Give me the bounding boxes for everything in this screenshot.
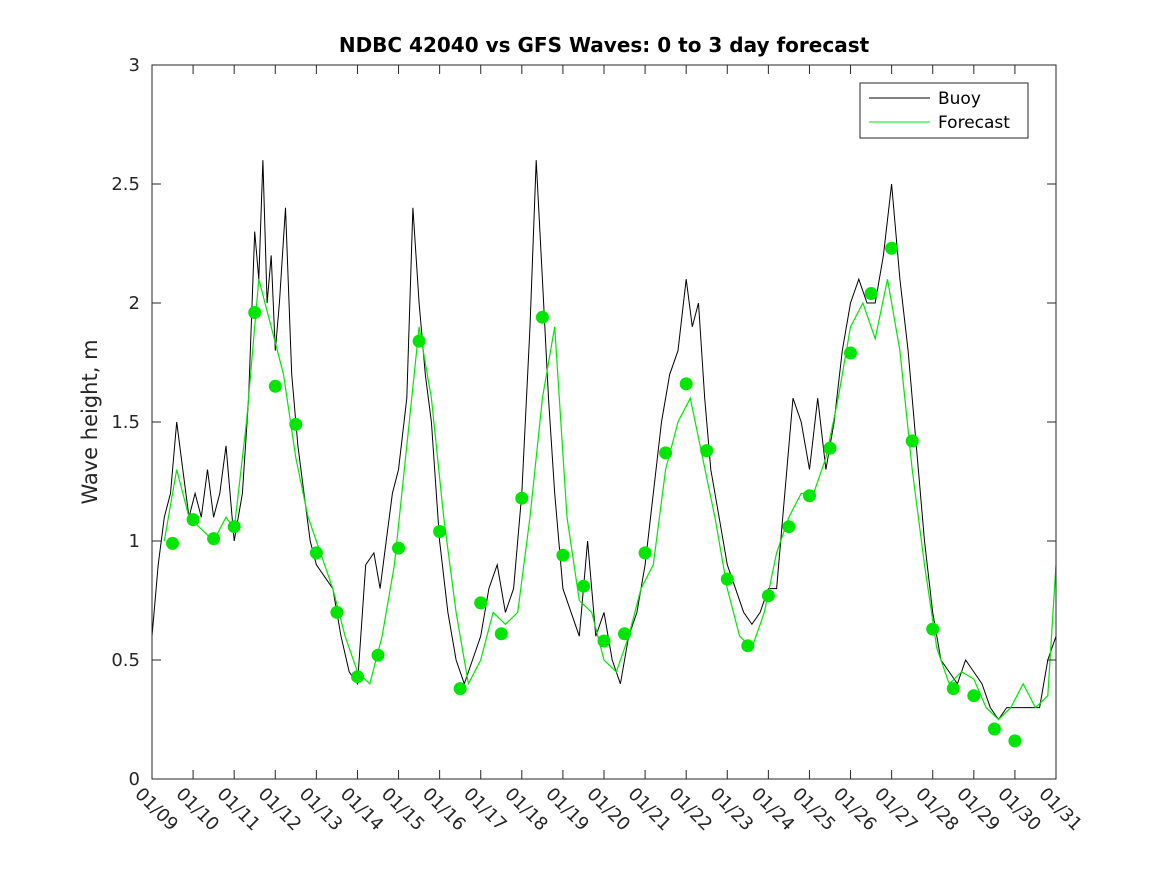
forecast-marker xyxy=(803,489,816,503)
legend-forecast-label: Forecast xyxy=(938,113,1010,133)
forecast-marker xyxy=(987,722,1001,736)
y-tick-label: 1 xyxy=(129,531,140,552)
forecast-marker xyxy=(494,627,508,641)
forecast-marker xyxy=(227,520,241,534)
forecast-marker xyxy=(330,605,344,619)
forecast-marker xyxy=(577,579,590,593)
y-tick-label: 0 xyxy=(129,769,140,790)
forecast-marker xyxy=(392,541,405,555)
y-tick-label: 1.5 xyxy=(111,412,140,433)
forecast-marker xyxy=(268,379,282,393)
forecast-marker xyxy=(864,287,878,300)
marker-layer xyxy=(166,241,1022,748)
forecast-marker xyxy=(412,334,426,348)
y-tick-label: 0.5 xyxy=(111,650,140,671)
forecast-marker xyxy=(309,546,323,560)
forecast-marker xyxy=(638,546,652,560)
y-tick-label: 2 xyxy=(129,293,140,314)
forecast-marker xyxy=(535,310,549,324)
forecast-marker xyxy=(289,417,303,431)
forecast-marker xyxy=(1008,734,1022,748)
forecast-marker xyxy=(844,346,857,360)
forecast-marker xyxy=(926,622,940,636)
forecast-marker xyxy=(248,306,262,319)
forecast-marker xyxy=(741,639,755,653)
y-axis-label: Wave height, m xyxy=(78,339,102,504)
forecast-marker xyxy=(885,241,899,255)
y-tick-label: 3 xyxy=(129,55,140,76)
forecast-marker xyxy=(679,377,693,391)
forecast-marker xyxy=(166,536,179,550)
forecast-marker xyxy=(207,532,221,546)
buoy-series-line xyxy=(151,160,1057,721)
forecast-marker xyxy=(823,441,837,455)
forecast-series-line xyxy=(163,279,1057,721)
forecast-marker xyxy=(556,548,570,562)
series-layer xyxy=(151,160,1057,721)
forecast-marker xyxy=(946,682,960,696)
y-axis-ticks: 0 0.5 1 1.5 2 2.5 3 xyxy=(111,55,1056,790)
legend: Buoy Forecast xyxy=(859,82,1029,139)
forecast-marker xyxy=(515,491,529,505)
forecast-marker xyxy=(782,520,796,534)
forecast-marker xyxy=(659,446,673,460)
legend-buoy-label: Buoy xyxy=(938,89,981,109)
forecast-marker xyxy=(905,434,919,448)
plot-area xyxy=(152,65,1056,779)
forecast-marker xyxy=(474,596,488,610)
forecast-marker xyxy=(700,444,714,458)
chart-title: NDBC 42040 vs GFS Waves: 0 to 3 day fore… xyxy=(339,33,870,57)
forecast-marker xyxy=(720,572,734,586)
forecast-marker xyxy=(618,627,631,641)
forecast-marker xyxy=(597,634,611,648)
legend-box xyxy=(859,82,1029,139)
forecast-marker xyxy=(371,648,385,662)
forecast-marker xyxy=(433,525,447,538)
forecast-marker xyxy=(351,670,364,684)
forecast-marker xyxy=(453,682,467,696)
forecast-marker xyxy=(967,689,981,703)
forecast-marker xyxy=(761,589,775,603)
forecast-marker xyxy=(186,513,200,527)
y-tick-label: 2.5 xyxy=(111,174,140,195)
